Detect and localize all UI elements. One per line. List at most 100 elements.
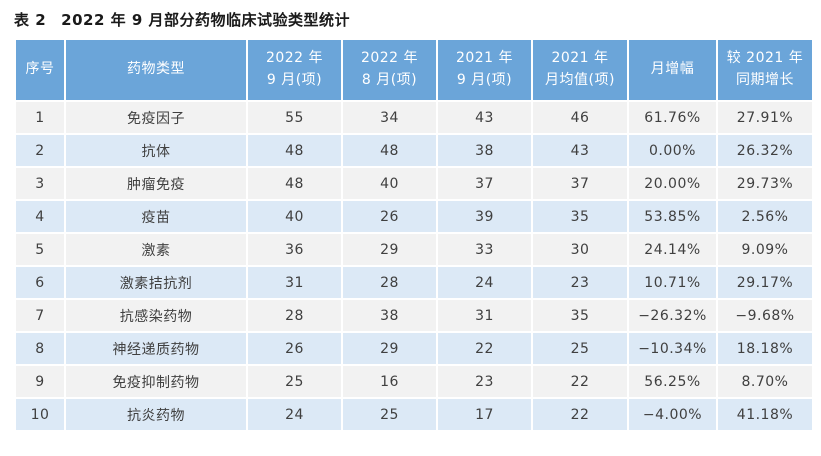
- cell-monthly-growth: 61.76%: [629, 102, 716, 133]
- cell-2022-sep: 36: [248, 234, 341, 265]
- table-row: 4 疫苗 40 26 39 35 53.85% 2.56%: [16, 201, 812, 232]
- column-header-line: 9 月(项): [266, 72, 323, 88]
- cell-2022-aug: 48: [343, 135, 436, 166]
- column-header-line: 2021 年: [551, 50, 609, 67]
- cell-monthly-growth: 10.71%: [629, 267, 716, 298]
- column-header-line: 较 2021 年: [726, 50, 804, 67]
- cell-2021-sep: 38: [438, 135, 531, 166]
- column-header-line: 2022 年: [360, 50, 419, 67]
- cell-yoy-growth: 27.91%: [718, 102, 812, 133]
- header-row: 序号 药物类型 2022 年 9 月(项) 2022 年 8 月(项) 2021…: [16, 40, 812, 100]
- column-header-index: 序号: [16, 40, 64, 100]
- table-row: 2 抗体 48 48 38 43 0.00% 26.32%: [16, 135, 812, 166]
- cell-drug-type: 抗感染药物: [66, 300, 246, 331]
- column-header-line: 2022 年: [265, 50, 324, 67]
- cell-index: 10: [16, 399, 64, 430]
- column-header-line: 月均值(项): [545, 72, 615, 88]
- cell-yoy-growth: 26.32%: [718, 135, 812, 166]
- cell-index: 3: [16, 168, 64, 199]
- cell-2022-sep: 40: [248, 201, 341, 232]
- cell-2022-sep: 25: [248, 366, 341, 397]
- cell-2021-monthly-avg: 25: [533, 333, 627, 364]
- cell-2022-aug: 16: [343, 366, 436, 397]
- cell-yoy-growth: 29.73%: [718, 168, 812, 199]
- table-row: 10 抗炎药物 24 25 17 22 −4.00% 41.18%: [16, 399, 812, 430]
- table-row: 9 免疫抑制药物 25 16 23 22 56.25% 8.70%: [16, 366, 812, 397]
- cell-2022-aug: 29: [343, 234, 436, 265]
- cell-yoy-growth: −9.68%: [718, 300, 812, 331]
- cell-drug-type: 抗炎药物: [66, 399, 246, 430]
- column-header-2022-aug: 2022 年 8 月(项): [343, 40, 436, 100]
- cell-2021-sep: 17: [438, 399, 531, 430]
- cell-index: 9: [16, 366, 64, 397]
- cell-drug-type: 抗体: [66, 135, 246, 166]
- cell-2022-sep: 26: [248, 333, 341, 364]
- cell-monthly-growth: 20.00%: [629, 168, 716, 199]
- table-row: 5 激素 36 29 33 30 24.14% 9.09%: [16, 234, 812, 265]
- cell-2021-sep: 31: [438, 300, 531, 331]
- cell-monthly-growth: −10.34%: [629, 333, 716, 364]
- clinical-trial-stats-table: 序号 药物类型 2022 年 9 月(项) 2022 年 8 月(项) 2021…: [14, 38, 814, 432]
- column-header-line: 2021 年: [455, 50, 514, 67]
- cell-2022-sep: 48: [248, 168, 341, 199]
- cell-index: 6: [16, 267, 64, 298]
- cell-2021-sep: 23: [438, 366, 531, 397]
- cell-2021-sep: 37: [438, 168, 531, 199]
- cell-index: 5: [16, 234, 64, 265]
- cell-yoy-growth: 41.18%: [718, 399, 812, 430]
- table-caption-number: 表 2: [14, 11, 47, 29]
- cell-2021-monthly-avg: 37: [533, 168, 627, 199]
- table-row: 7 抗感染药物 28 38 31 35 −26.32% −9.68%: [16, 300, 812, 331]
- cell-2021-monthly-avg: 43: [533, 135, 627, 166]
- cell-monthly-growth: 0.00%: [629, 135, 716, 166]
- cell-index: 1: [16, 102, 64, 133]
- cell-drug-type: 肿瘤免疫: [66, 168, 246, 199]
- cell-drug-type: 疫苗: [66, 201, 246, 232]
- cell-2022-aug: 40: [343, 168, 436, 199]
- cell-2022-sep: 31: [248, 267, 341, 298]
- column-header-line: 8 月(项): [361, 72, 418, 88]
- cell-2022-sep: 55: [248, 102, 341, 133]
- cell-monthly-growth: 53.85%: [629, 201, 716, 232]
- cell-2021-monthly-avg: 35: [533, 201, 627, 232]
- column-header-line: 月增幅: [650, 61, 695, 78]
- column-header-yoy-growth: 较 2021 年 同期增长: [718, 40, 812, 100]
- cell-2021-monthly-avg: 22: [533, 366, 627, 397]
- cell-2021-sep: 24: [438, 267, 531, 298]
- column-header-line: 序号: [25, 61, 55, 78]
- cell-yoy-growth: 18.18%: [718, 333, 812, 364]
- cell-yoy-growth: 29.17%: [718, 267, 812, 298]
- cell-2021-monthly-avg: 35: [533, 300, 627, 331]
- cell-2022-aug: 29: [343, 333, 436, 364]
- column-header-line: 9 月(项): [456, 72, 513, 88]
- table-caption: 表 2 2022 年 9 月部分药物临床试验类型统计: [0, 0, 821, 30]
- cell-yoy-growth: 9.09%: [718, 234, 812, 265]
- table-row: 3 肿瘤免疫 48 40 37 37 20.00% 29.73%: [16, 168, 812, 199]
- cell-2022-aug: 25: [343, 399, 436, 430]
- cell-index: 4: [16, 201, 64, 232]
- column-header-drug-type: 药物类型: [66, 40, 246, 100]
- cell-monthly-growth: 56.25%: [629, 366, 716, 397]
- cell-drug-type: 激素拮抗剂: [66, 267, 246, 298]
- column-header-2021-monthly-avg: 2021 年 月均值(项): [533, 40, 627, 100]
- cell-2022-sep: 48: [248, 135, 341, 166]
- cell-monthly-growth: 24.14%: [629, 234, 716, 265]
- column-header-2021-sep: 2021 年 9 月(项): [438, 40, 531, 100]
- cell-index: 8: [16, 333, 64, 364]
- table-caption-title: 2022 年 9 月部分药物临床试验类型统计: [61, 11, 351, 29]
- cell-2022-aug: 28: [343, 267, 436, 298]
- cell-2021-monthly-avg: 46: [533, 102, 627, 133]
- cell-index: 7: [16, 300, 64, 331]
- cell-2021-monthly-avg: 22: [533, 399, 627, 430]
- cell-monthly-growth: −4.00%: [629, 399, 716, 430]
- cell-drug-type: 免疫抑制药物: [66, 366, 246, 397]
- cell-drug-type: 激素: [66, 234, 246, 265]
- cell-2021-sep: 33: [438, 234, 531, 265]
- cell-2022-sep: 24: [248, 399, 341, 430]
- table-row: 8 神经递质药物 26 29 22 25 −10.34% 18.18%: [16, 333, 812, 364]
- column-header-2022-sep: 2022 年 9 月(项): [248, 40, 341, 100]
- cell-2022-aug: 26: [343, 201, 436, 232]
- cell-2021-sep: 43: [438, 102, 531, 133]
- cell-2021-sep: 22: [438, 333, 531, 364]
